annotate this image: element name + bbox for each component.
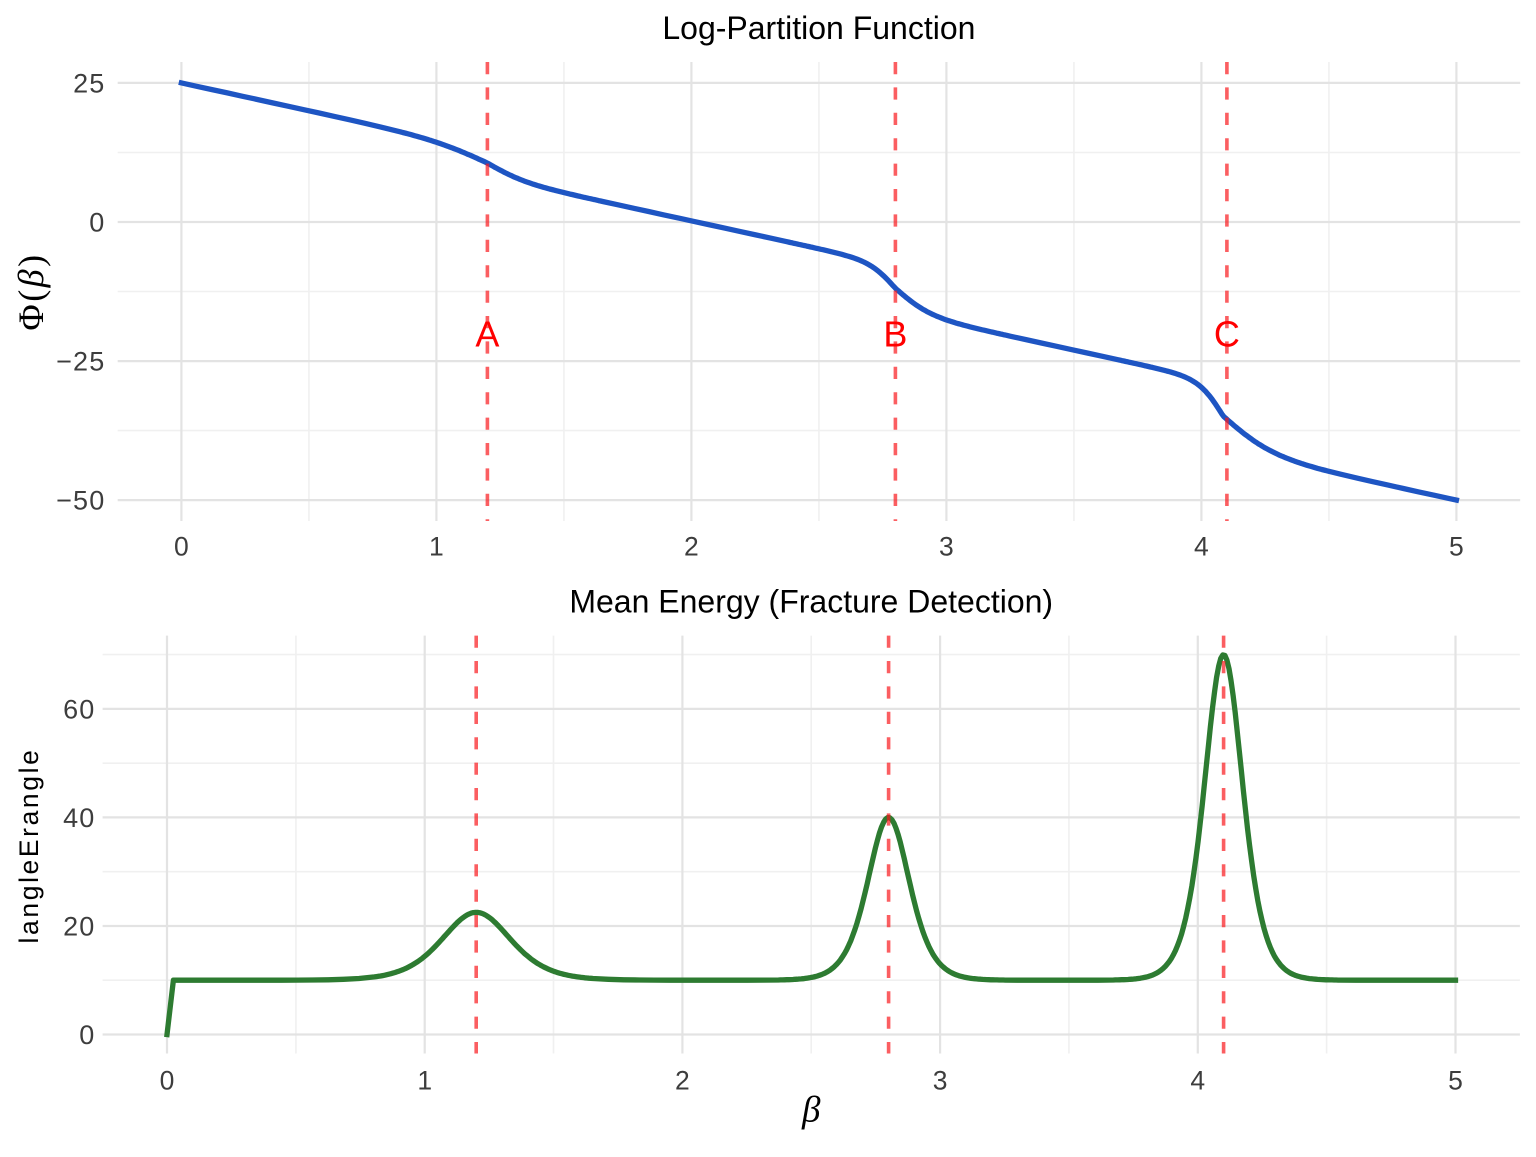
svg-text:B: B xyxy=(883,314,907,355)
svg-text:A: A xyxy=(475,314,499,355)
svg-text:25: 25 xyxy=(73,68,105,98)
svg-text:40: 40 xyxy=(63,803,95,833)
svg-text:3: 3 xyxy=(939,532,954,562)
svg-text:4: 4 xyxy=(1194,532,1209,562)
svg-text:60: 60 xyxy=(63,694,95,724)
svg-text:0: 0 xyxy=(160,1065,175,1095)
svg-text:2: 2 xyxy=(675,1065,690,1095)
svg-text:0: 0 xyxy=(89,207,105,237)
svg-text:5: 5 xyxy=(1448,1065,1463,1095)
svg-text:2: 2 xyxy=(684,532,699,562)
svg-text:−25: −25 xyxy=(56,347,105,377)
svg-text:20: 20 xyxy=(63,911,95,941)
svg-text:Log-Partition Function: Log-Partition Function xyxy=(662,10,975,46)
svg-text:C: C xyxy=(1214,314,1240,355)
svg-text:Mean Energy (Fracture Detectio: Mean Energy (Fracture Detection) xyxy=(569,584,1053,620)
svg-text:3: 3 xyxy=(933,1065,948,1095)
svg-text:1: 1 xyxy=(417,1065,432,1095)
svg-text:4: 4 xyxy=(1190,1065,1205,1095)
svg-text:β: β xyxy=(801,1090,821,1131)
svg-text:0: 0 xyxy=(79,1020,95,1050)
svg-text:langleErangle: langleErangle xyxy=(14,748,44,944)
svg-text:1: 1 xyxy=(429,532,444,562)
svg-text:−50: −50 xyxy=(56,486,105,516)
svg-text:Φ(β): Φ(β) xyxy=(11,252,51,330)
svg-text:0: 0 xyxy=(174,532,189,562)
svg-text:5: 5 xyxy=(1449,532,1464,562)
